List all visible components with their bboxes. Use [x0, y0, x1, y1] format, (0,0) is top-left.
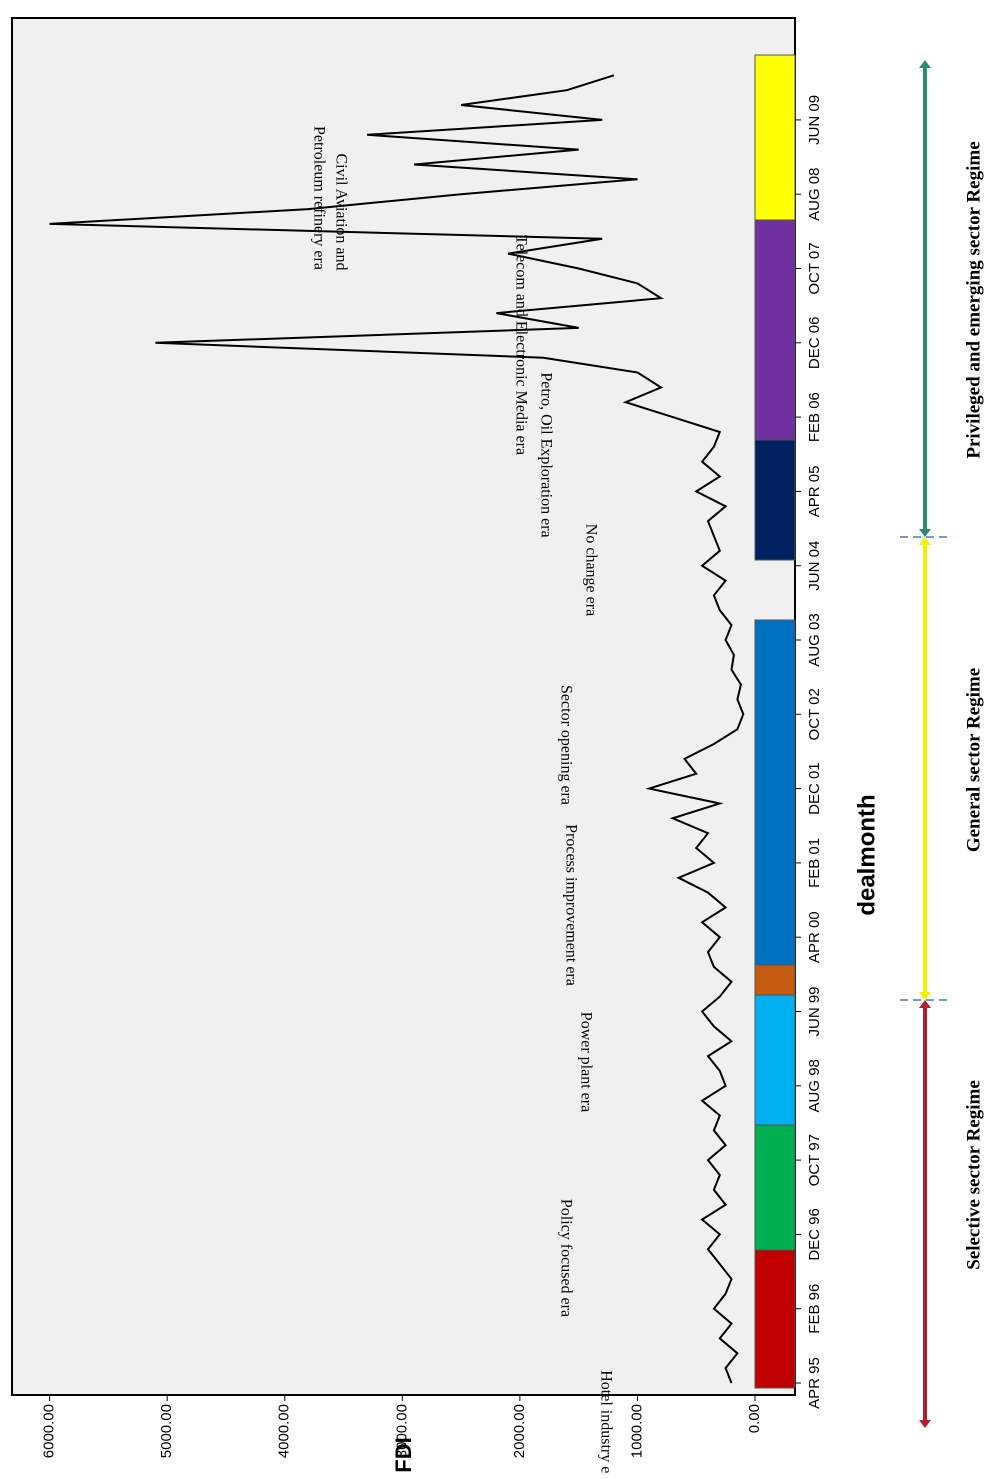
era-annotation: Power plant era — [577, 1012, 594, 1112]
era-annotation: Sector opening era — [557, 685, 574, 805]
arrow-head — [919, 529, 931, 537]
era-strip — [754, 54, 796, 1389]
y-tick-label: 6000.00 — [41, 1404, 58, 1458]
era-annotation: Hotel industry era — [597, 1370, 614, 1474]
era-annotation: Civil Aviation and — [332, 153, 349, 270]
era-band — [754, 619, 796, 966]
era-band — [754, 964, 796, 996]
era-band — [754, 439, 796, 561]
regime-label: General sector Regime — [963, 668, 984, 852]
y-tick-label: 4000.00 — [276, 1404, 293, 1458]
x-tick-label: OCT 97 — [806, 1134, 823, 1186]
rotated-chart: FDI dealmonth 0.00 1000.00 2000.00 3000.00 4… — [41, 74, 880, 1473]
era-band — [754, 994, 796, 1126]
x-tick-label: AUG 98 — [806, 1059, 823, 1112]
y-tick-label: 2000.00 — [511, 1404, 528, 1458]
x-tick-label: DEC 06 — [806, 317, 823, 370]
x-tick-label: FEB 01 — [806, 838, 823, 888]
era-annotation: No change era — [582, 524, 599, 616]
x-tick-label: JUN 99 — [806, 986, 823, 1036]
y-tick-label: 5000.00 — [158, 1404, 175, 1458]
era-annotation: Policy focused era — [557, 1199, 574, 1317]
era-annotation: Petroleum refinery era — [310, 126, 327, 270]
era-annotation: Process improvement era — [562, 824, 579, 986]
x-tick-label: JUN 09 — [806, 95, 823, 145]
x-tick-label: APR 95 — [806, 1357, 823, 1409]
era-annotation: Telecom and Electronic Media era — [512, 235, 529, 455]
era-annotation: Petro, Oil Exploration era — [537, 372, 554, 537]
x-axis-label: dealmonth — [853, 794, 880, 915]
arrow-head — [919, 1000, 931, 1008]
x-tick-label: JUN 04 — [806, 541, 823, 591]
era-band — [754, 219, 796, 441]
x-tick-label: AUG 08 — [806, 168, 823, 221]
regime-label: Selective sector Regime — [963, 1080, 984, 1270]
x-tick-label: AUG 03 — [806, 613, 823, 666]
regime-label: Privileged and emerging sector Regime — [963, 141, 984, 458]
x-tick-label: DEC 01 — [806, 762, 823, 815]
era-band — [754, 1249, 796, 1389]
arrow-head — [919, 1420, 931, 1428]
y-tick-label: 0.00 — [746, 1404, 763, 1433]
arrow-head — [919, 537, 931, 545]
era-band — [754, 1124, 796, 1251]
plot-area — [11, 17, 796, 1396]
y-tick-label: 3000.00 — [393, 1404, 410, 1458]
x-tick-label: DEC 96 — [806, 1208, 823, 1261]
x-tick-label: OCT 02 — [806, 688, 823, 740]
regime-dividers — [900, 536, 950, 1001]
x-tick-label: OCT 07 — [806, 242, 823, 294]
fdi-line — [49, 74, 745, 1384]
x-tick-label: FEB 06 — [806, 392, 823, 442]
era-band — [754, 54, 796, 221]
arrow-head — [919, 992, 931, 1000]
x-tick-label: APR 00 — [806, 911, 823, 963]
x-tick-label: FEB 96 — [806, 1284, 823, 1334]
y-axis-label: FDI — [391, 1437, 416, 1472]
y-tick-label: 1000.00 — [628, 1404, 645, 1458]
x-tick-label: APR 05 — [806, 466, 823, 518]
arrow-head — [919, 60, 931, 68]
